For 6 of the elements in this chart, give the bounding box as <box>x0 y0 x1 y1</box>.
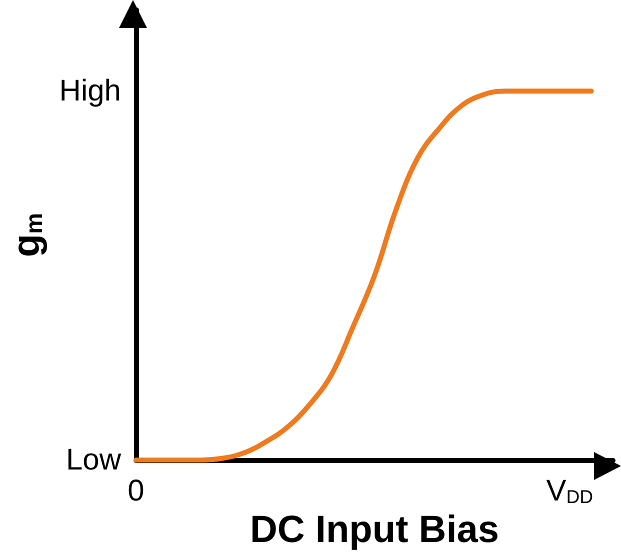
x-tick-label: 0 <box>128 474 144 508</box>
x-axis-title: DC Input Bias <box>250 509 500 551</box>
text: Low <box>66 444 122 477</box>
x-tick-label: VDD <box>546 474 594 508</box>
y-axis-title: gm <box>6 212 48 258</box>
text: High <box>59 74 121 108</box>
